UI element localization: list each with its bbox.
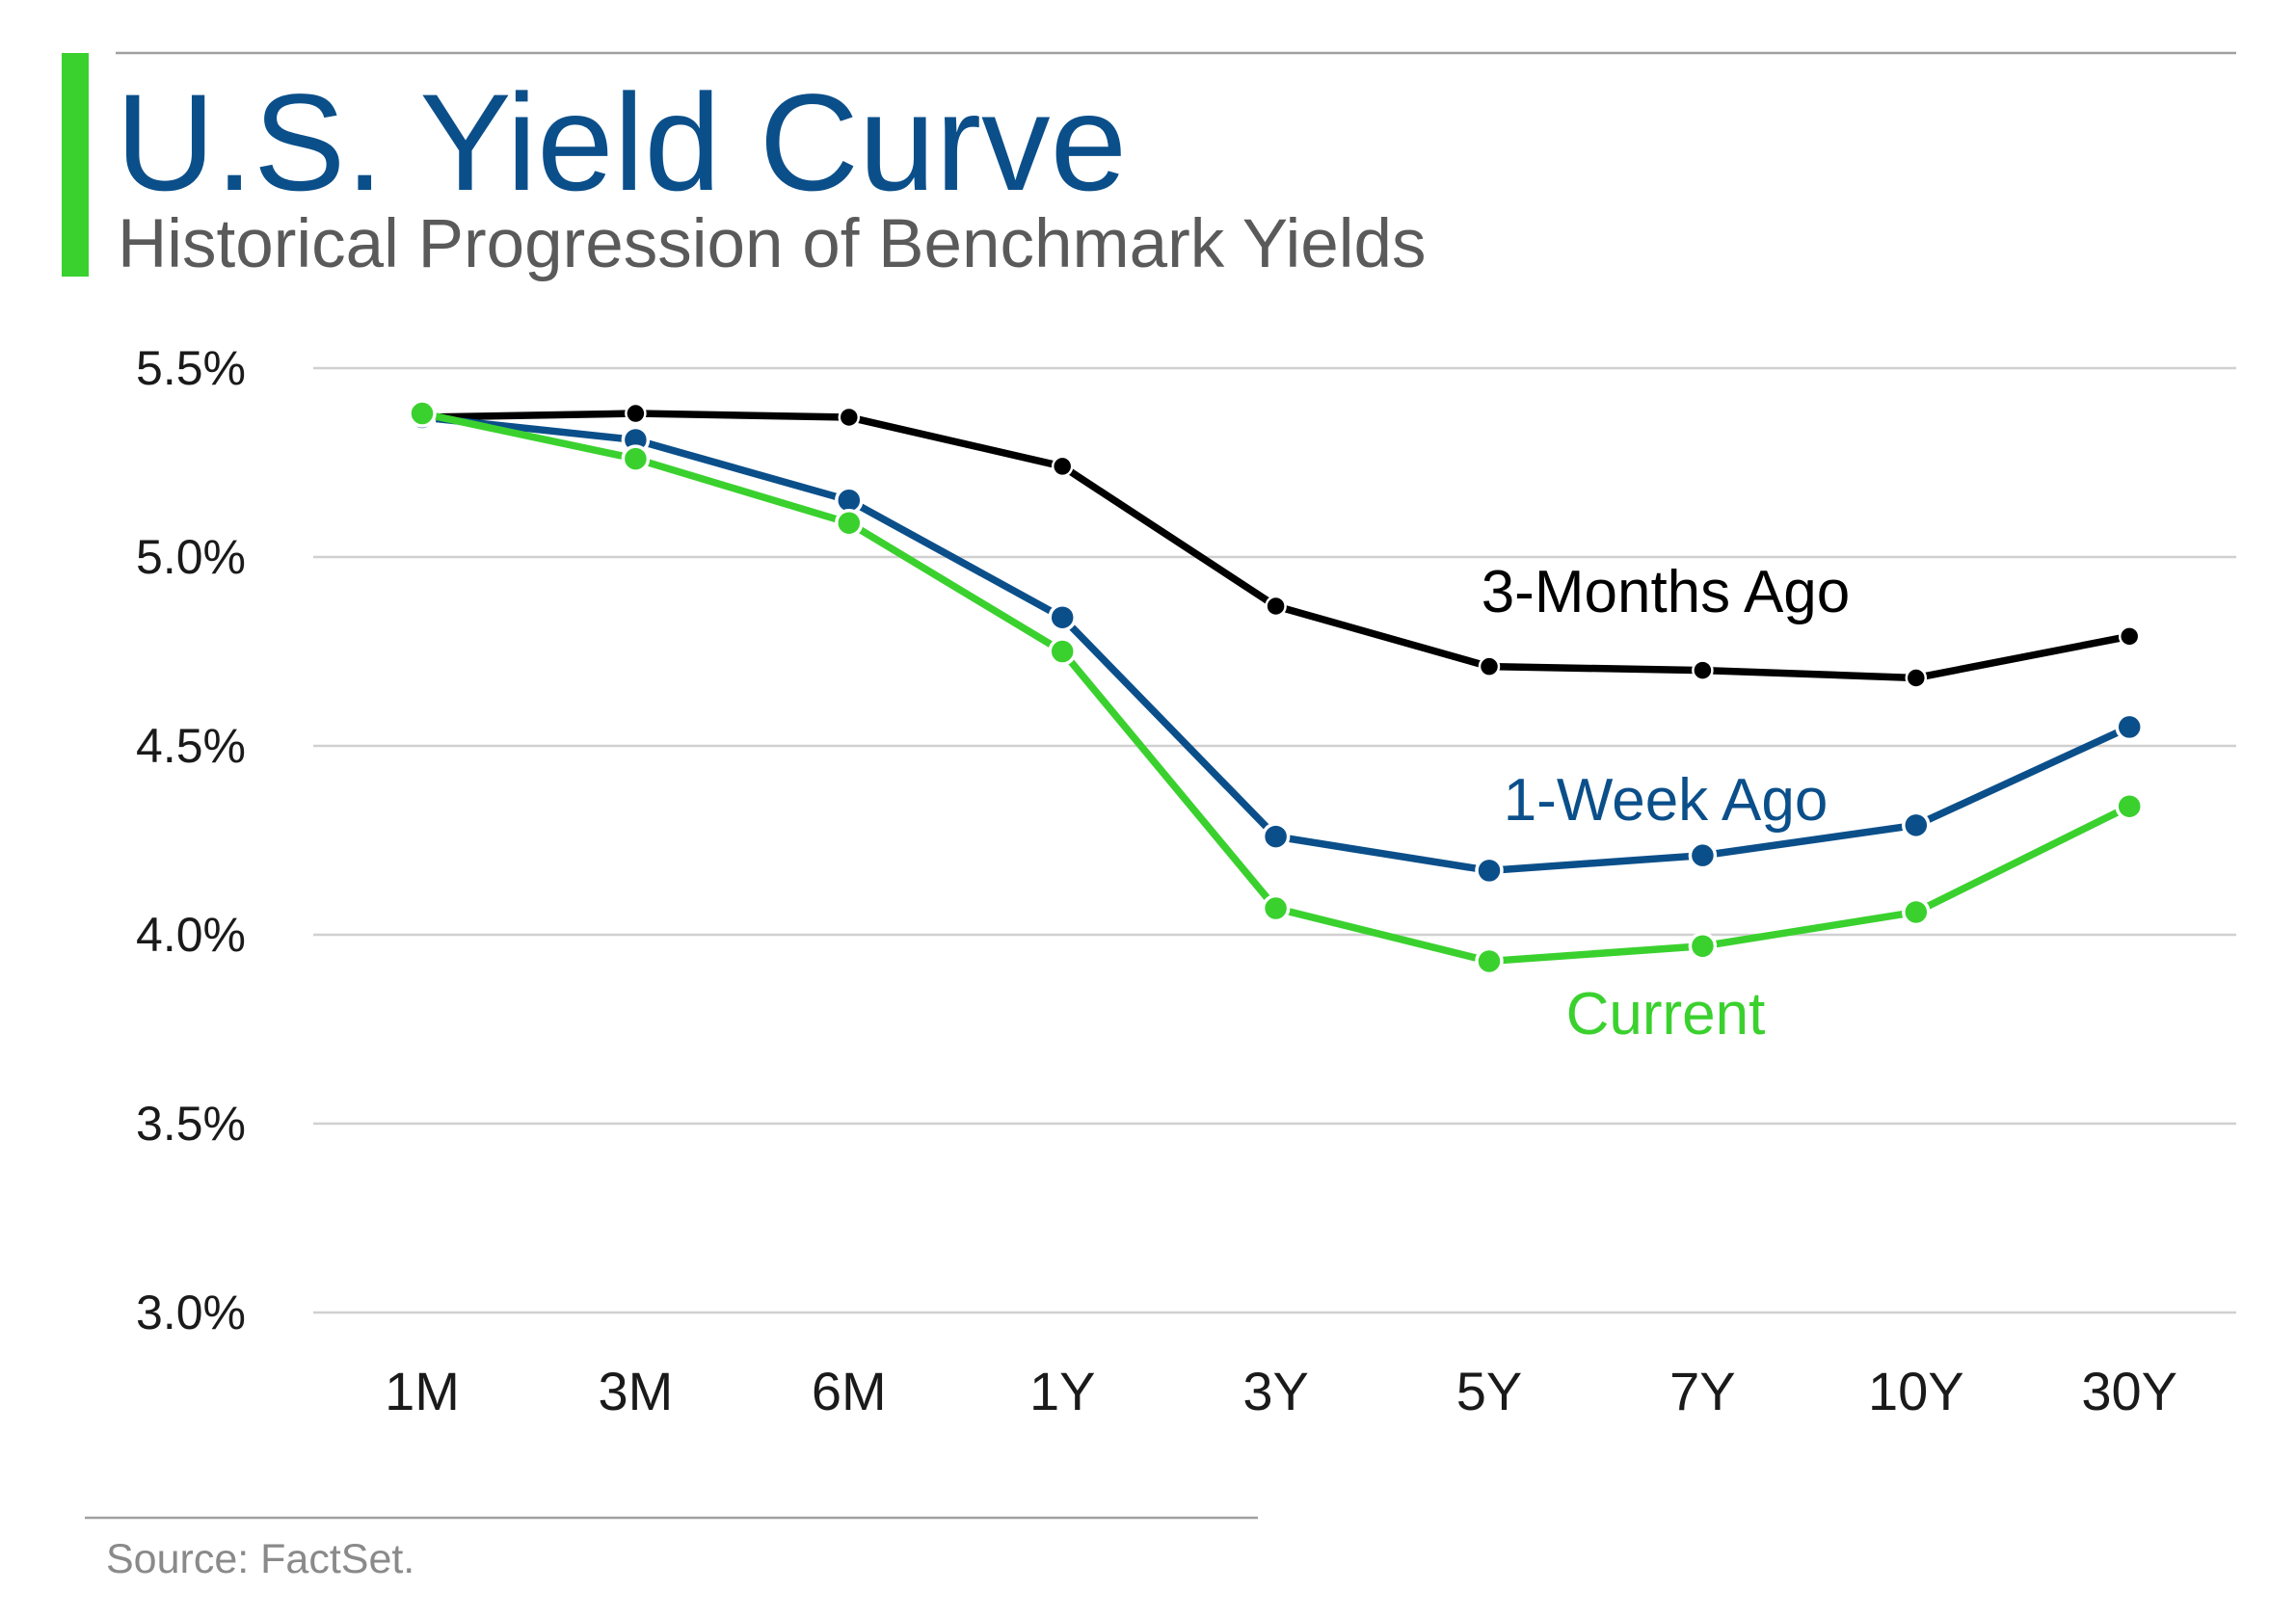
data-point-1-week-ago: [1475, 856, 1504, 886]
series-layer: [408, 399, 2144, 976]
data-point-1-week-ago: [1688, 840, 1718, 870]
data-point-current: [621, 444, 651, 473]
series-line-current: [418, 410, 2133, 966]
data-point-current: [1261, 893, 1291, 923]
x-tick-label: 6M: [812, 1361, 887, 1421]
data-point-3-months-ago: [1478, 655, 1501, 677]
data-point-3-months-ago: [625, 402, 647, 425]
series-current: [408, 399, 2144, 976]
x-tick-label: 1Y: [1029, 1361, 1096, 1421]
data-point-3-months-ago: [838, 406, 861, 429]
data-point-current: [1902, 897, 1931, 927]
data-point-3-months-ago: [1905, 667, 1928, 689]
series-1-week-ago: [408, 403, 2144, 886]
series-label-1-week-ago: 1-Week Ago: [1504, 767, 1829, 834]
data-point-current: [835, 508, 864, 538]
data-point-1-week-ago: [1048, 602, 1077, 632]
x-tick-label: 10Y: [1868, 1361, 1964, 1421]
series-labels: 3-Months Ago 1-Week Ago Current: [1482, 559, 1851, 1048]
series-line-1-week-ago: [418, 413, 2133, 875]
data-point-1-week-ago: [1902, 810, 1931, 840]
y-tick-label: 3.5%: [136, 1097, 246, 1151]
series-label-current: Current: [1566, 981, 1766, 1048]
series-label-3-months-ago: 3-Months Ago: [1482, 559, 1851, 625]
y-tick-label: 4.0%: [136, 908, 246, 962]
x-tick-label: 7Y: [1669, 1361, 1736, 1421]
data-point-3-months-ago: [2118, 625, 2141, 648]
data-point-3-months-ago: [1051, 455, 1074, 478]
data-point-current: [408, 399, 437, 428]
series-3-months-ago: [411, 402, 2141, 689]
chart-title: U.S. Yield Curve: [116, 66, 1127, 220]
data-point-current: [2115, 791, 2144, 821]
y-tick-label: 4.5%: [136, 719, 246, 773]
data-point-current: [1688, 932, 1718, 961]
x-tick-label: 30Y: [2081, 1361, 2177, 1421]
y-tick-label: 3.0%: [136, 1286, 246, 1339]
x-tick-label: 5Y: [1456, 1361, 1523, 1421]
x-axis-ticks: 1M 3M 6M 1Y 3Y 5Y 7Y 10Y 30Y: [385, 1361, 2177, 1421]
data-point-3-months-ago: [1692, 659, 1714, 681]
y-axis-ticks: 3.0% 3.5% 4.0% 4.5% 5.0% 5.5%: [136, 341, 246, 1339]
x-tick-label: 1M: [385, 1361, 460, 1421]
x-tick-label: 3Y: [1242, 1361, 1309, 1421]
data-point-current: [1048, 637, 1077, 666]
accent-bar: [62, 53, 89, 277]
y-tick-label: 5.5%: [136, 341, 246, 395]
data-point-1-week-ago: [1261, 822, 1291, 851]
x-tick-label: 3M: [599, 1361, 674, 1421]
data-point-3-months-ago: [1265, 595, 1287, 618]
source-note: Source: FactSet.: [106, 1536, 414, 1582]
chart-subtitle: Historical Progression of Benchmark Yiel…: [118, 206, 1426, 282]
gridlines: [313, 366, 2236, 1314]
data-point-current: [1475, 946, 1504, 976]
data-point-1-week-ago: [2115, 712, 2144, 742]
y-tick-label: 5.0%: [136, 530, 246, 584]
